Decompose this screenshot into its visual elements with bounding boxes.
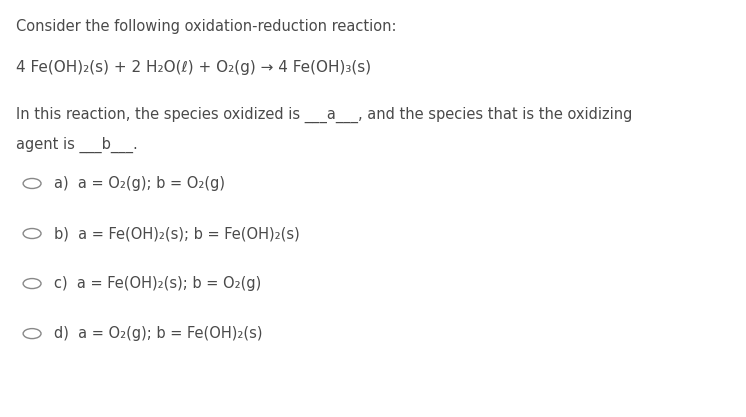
- Text: 4 Fe(OH)₂(s) + 2 H₂O(ℓ) + O₂(g) → 4 Fe(OH)₃(s): 4 Fe(OH)₂(s) + 2 H₂O(ℓ) + O₂(g) → 4 Fe(O…: [16, 60, 372, 75]
- Text: b)  a = Fe(OH)₂(s); b = Fe(OH)₂(s): b) a = Fe(OH)₂(s); b = Fe(OH)₂(s): [54, 226, 300, 241]
- Text: Consider the following oxidation-reduction reaction:: Consider the following oxidation-reducti…: [16, 19, 397, 34]
- Text: a)  a = O₂(g); b = O₂(g): a) a = O₂(g); b = O₂(g): [54, 176, 225, 191]
- Text: d)  a = O₂(g); b = Fe(OH)₂(s): d) a = O₂(g); b = Fe(OH)₂(s): [54, 326, 263, 341]
- Text: In this reaction, the species oxidized is ___a___, and the species that is the o: In this reaction, the species oxidized i…: [16, 106, 633, 123]
- Text: agent is ___b___.: agent is ___b___.: [16, 137, 138, 153]
- Text: c)  a = Fe(OH)₂(s); b = O₂(g): c) a = Fe(OH)₂(s); b = O₂(g): [54, 276, 262, 291]
